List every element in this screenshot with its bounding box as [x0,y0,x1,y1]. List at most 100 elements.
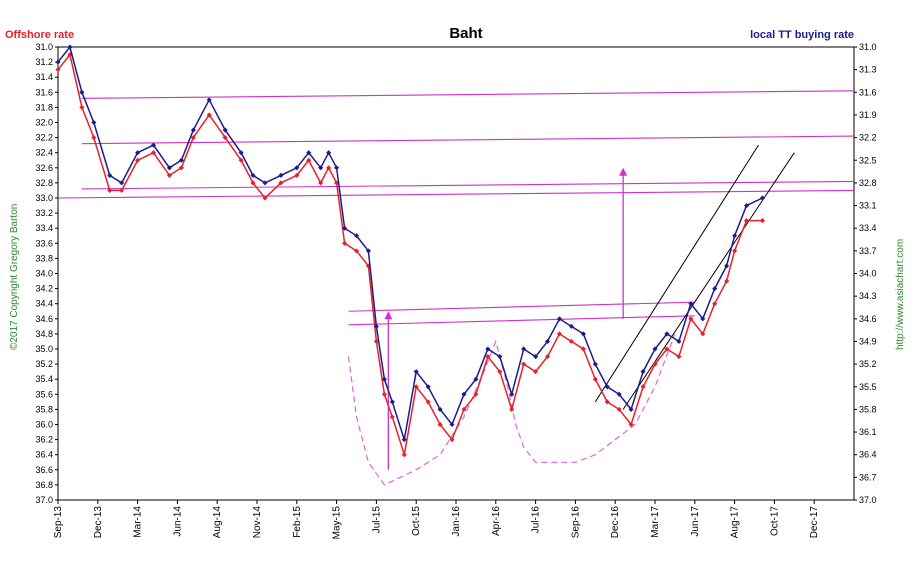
right-tick-label: 33.7 [859,246,877,256]
series-point-local [461,391,467,397]
series-point-offshore [688,316,694,322]
right-tick-label: 36.4 [859,450,877,460]
right-tick-label: 31.0 [859,42,877,52]
left-tick-label: 36.6 [35,465,53,475]
series-point-offshore [556,331,563,337]
series-point-offshore [91,135,97,141]
x-tick-label: Mar-17 [650,506,661,538]
series-point-offshore [461,406,467,412]
series-point-local [437,406,443,412]
series-point-offshore [413,384,419,390]
series-point-offshore [449,437,455,443]
series-point-offshore [262,195,268,201]
series-point-local [533,354,539,360]
left-tick-label: 35.6 [35,389,53,399]
series-point-local [485,346,491,352]
x-tick-label: Aug-17 [730,506,741,539]
right-tick-label: 37.0 [859,495,877,505]
series-point-local [744,203,750,209]
left-tick-label: 35.4 [35,374,53,384]
left-tick-label: 36.4 [35,450,53,460]
trend-channel-line [622,152,795,410]
series-point-offshore [485,354,491,360]
x-tick-label: Jul-15 [371,506,382,534]
series-point-local [55,59,61,65]
series-point-offshore [135,157,141,163]
series-point-offshore [759,218,765,224]
series-point-local [190,127,196,133]
series-point-local [497,354,503,360]
left-tick-label: 33.2 [35,208,53,218]
series-point-local [413,369,419,375]
series-point-local [342,225,348,231]
left-tick-label: 36.8 [35,480,53,490]
right-tick-label: 34.3 [859,291,877,301]
x-tick-label: Jun-14 [172,506,183,537]
left-tick-label: 31.4 [35,72,53,82]
left-tick-label: 31.0 [35,42,53,52]
right-tick-label: 32.5 [859,155,877,165]
left-tick-label: 31.2 [35,57,53,67]
left-tick-label: 32.4 [35,148,53,158]
series-point-local [294,165,300,171]
left-tick-label: 33.6 [35,238,53,248]
right-tick-label: 36.1 [859,427,877,437]
left-tick-label: 36.2 [35,435,53,445]
series-point-offshore [401,452,407,458]
left-tick-label: 31.8 [35,102,53,112]
right-axis-label: local TT buying rate [750,29,854,41]
x-tick-label: Apr-16 [491,506,502,536]
x-tick-label: Sep-16 [570,506,581,539]
resistance-line [81,180,855,190]
series-point-local [178,157,184,163]
right-tick-label: 33.1 [859,201,877,211]
axes: 31.0 31.2 31.4 31.6 31.8 32.0 32.2 32.4 32.6 32.8… [35,42,876,539]
resistance-line [57,189,855,199]
left-tick-label: 32.8 [35,178,53,188]
series-point-local [449,421,455,428]
series-point-offshore [628,421,634,428]
series-point-local [556,316,563,322]
series-point-offshore [190,135,196,141]
series-point-local [544,338,551,345]
series-point-local [119,180,125,186]
x-tick-label: Mar-14 [133,506,144,538]
right-tick-label: 36.7 [859,472,877,482]
series-point-local [150,142,157,148]
series-point-local [353,233,360,239]
series-point-offshore [640,384,646,390]
series-point-offshore [342,240,348,246]
x-tick-label: Feb-15 [292,506,303,538]
series-point-local [568,323,574,329]
right-tick-label: 31.6 [859,87,877,97]
left-tick-label: 32.0 [35,118,53,128]
series-point-local [616,391,622,397]
x-tick-label: Oct-15 [411,506,422,536]
right-tick-label: 31.3 [859,65,877,75]
series-point-local [401,437,407,443]
x-tick-label: Dec-16 [610,506,621,539]
right-tick-label: 32.2 [859,133,877,143]
chart-title: Baht [449,25,482,42]
series-point-local [166,165,172,171]
series-point-local [135,150,141,156]
series-point-offshore [604,399,610,405]
right-tick-label: 32.8 [859,178,877,188]
series-point-offshore [119,187,125,193]
x-tick-label: May-15 [332,506,343,540]
x-tick-label: Jun-17 [690,506,701,537]
x-tick-label: Dec-17 [809,506,820,539]
target-arrow-head [619,167,628,176]
series-point-local [604,384,610,390]
series-point-local [628,406,634,412]
series-point-offshore [521,361,527,367]
series-point-offshore [306,157,312,163]
left-tick-label: 33.4 [35,223,53,233]
series-point-local [318,165,324,171]
basing-pattern-curve [347,333,676,486]
series-point-local [107,172,113,178]
target-arrow-head [384,311,393,320]
series-point-local [91,119,97,126]
left-tick-label: 31.6 [35,87,53,97]
